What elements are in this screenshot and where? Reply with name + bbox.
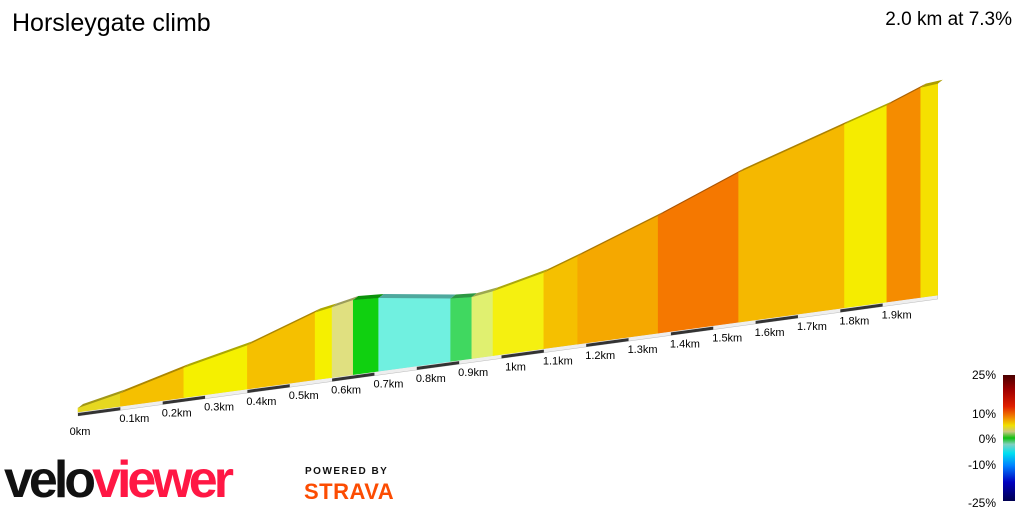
segment-ridge xyxy=(247,308,321,346)
segment-ridge xyxy=(315,303,338,313)
segment-ridge xyxy=(120,363,189,394)
gradient-segment xyxy=(492,272,545,356)
x-tick-label: 0.2km xyxy=(162,407,192,419)
segment-ridge xyxy=(738,120,850,173)
gradient-segment xyxy=(331,299,354,378)
gradient-segment xyxy=(450,296,473,362)
x-tick-label: 1.4km xyxy=(670,338,700,350)
x-tick-label: 1.3km xyxy=(628,344,658,356)
gradient-segment xyxy=(314,306,333,381)
legend-label: 0% xyxy=(978,432,996,446)
km-marker xyxy=(755,315,798,324)
powered-by-label: POWERED BY xyxy=(305,466,389,477)
gradient-segment xyxy=(920,83,939,298)
km-marker xyxy=(247,384,290,393)
gradient-segment xyxy=(471,290,494,359)
gradient-segment xyxy=(886,87,922,303)
segment-ridge xyxy=(353,294,384,300)
climb-summary: 2.0 km at 7.3% xyxy=(885,9,1012,30)
x-tick-label: 1.1km xyxy=(543,356,573,368)
strava-logo: STRAVA xyxy=(304,479,395,504)
x-tick-label: 1.6km xyxy=(755,327,785,339)
legend-label: -25% xyxy=(967,496,996,510)
segment-ridge xyxy=(332,296,359,308)
km-marker xyxy=(501,349,544,359)
km-marker xyxy=(840,303,883,313)
x-tick-label: 0.9km xyxy=(458,367,488,379)
gradient-segment xyxy=(657,172,739,334)
segment-ridge xyxy=(183,341,253,368)
km-marker xyxy=(332,372,375,382)
km-marker xyxy=(670,326,714,336)
legend-label: 25% xyxy=(971,368,996,382)
gradient-legend-bar xyxy=(1003,375,1015,501)
gradient-segment xyxy=(844,104,888,309)
x-tick-label: 0.6km xyxy=(331,384,361,396)
x-tick-label: 0.7km xyxy=(373,379,403,391)
veloviewer-logo: veloviewer xyxy=(4,451,234,509)
segment-ridge xyxy=(577,211,664,257)
gradient-segment xyxy=(247,312,316,390)
x-tick-label: 1.5km xyxy=(712,333,742,345)
x-tick-label: 0.1km xyxy=(119,413,149,425)
segment-ridge xyxy=(543,252,583,273)
x-tick-label: 1.7km xyxy=(797,321,827,333)
x-tick-label: 0km xyxy=(70,426,91,438)
segment-ridge xyxy=(78,389,126,408)
segment-ridge xyxy=(844,101,892,125)
segment-ridge xyxy=(920,79,943,88)
segment-ridge xyxy=(493,268,549,292)
x-tick-label: 0.8km xyxy=(416,373,446,385)
x-tick-label: 1.2km xyxy=(585,350,615,362)
x-tick-label: 1.9km xyxy=(882,310,912,322)
x-tick-label: 1km xyxy=(505,361,526,373)
climb-title: Horsleygate climb xyxy=(12,9,211,37)
x-tick-label: 0.4km xyxy=(246,396,276,408)
gradient-segment xyxy=(378,297,451,372)
segment-ridge xyxy=(658,168,744,216)
x-tick-label: 0.3km xyxy=(204,402,234,414)
legend-label: -10% xyxy=(967,458,996,472)
km-marker xyxy=(78,407,121,416)
segment-ridge xyxy=(450,293,477,299)
gradient-segment xyxy=(183,344,248,398)
km-marker xyxy=(586,338,629,347)
segment-ridge xyxy=(378,294,456,299)
segment-ridge xyxy=(471,287,499,298)
km-marker xyxy=(416,361,460,370)
x-tick-label: 0.5km xyxy=(289,390,319,402)
gradient-segment xyxy=(738,123,845,323)
x-tick-label: 1.8km xyxy=(839,315,869,327)
gradient-segment xyxy=(352,297,379,375)
segment-ridge xyxy=(886,83,926,106)
legend-label: 10% xyxy=(971,407,996,421)
km-marker xyxy=(162,395,206,405)
